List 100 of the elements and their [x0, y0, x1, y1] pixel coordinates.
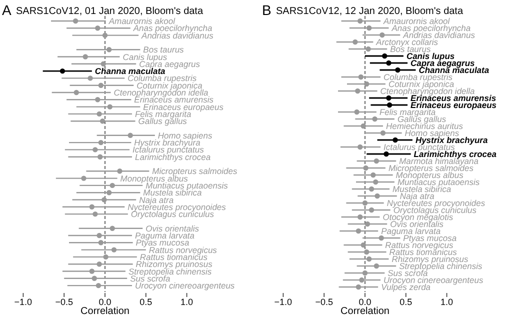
point	[357, 144, 363, 150]
y-tick-label: Ovis orientalis	[390, 219, 444, 229]
y-tick-label: Micropterus salmoides	[388, 163, 474, 173]
point	[386, 60, 392, 66]
y-tick-label: Amaurornis akool	[108, 16, 176, 26]
text: A	[2, 2, 12, 18]
point	[106, 190, 112, 196]
point	[89, 268, 95, 274]
x-tick-label: 0.0	[358, 297, 372, 307]
x-tick-label: 1.0	[440, 297, 454, 307]
point	[107, 104, 113, 110]
point	[366, 256, 372, 262]
point	[100, 61, 106, 66]
chart-title: SARS1CoV12, 12 Jan 2020, Bloom's data	[276, 6, 464, 17]
point	[89, 204, 95, 210]
point	[102, 32, 108, 38]
point	[368, 207, 374, 213]
y-tick-label: Naja atra	[400, 191, 435, 201]
y-tick-label: Homo sapiens	[404, 128, 460, 138]
point	[372, 116, 378, 122]
point	[92, 147, 98, 152]
point	[364, 81, 370, 87]
point	[95, 26, 100, 31]
y-tick-label: Paguma larvata	[381, 226, 441, 236]
point	[92, 276, 97, 281]
point	[395, 67, 400, 73]
point	[362, 270, 368, 276]
y-tick-label: Muntiacus putaoensis	[397, 177, 480, 187]
point	[92, 211, 98, 217]
point	[357, 214, 363, 220]
point	[364, 221, 370, 227]
y-tick-label: Felis margarita	[379, 107, 436, 117]
point	[98, 82, 104, 88]
y-tick-label: Rhizomys pruinosus	[392, 254, 469, 264]
x-axis-title: Correlation	[340, 306, 390, 317]
point	[366, 46, 371, 52]
y-tick-label: Gallus gallus	[397, 114, 447, 124]
point	[117, 168, 122, 174]
x-tick-label: 0.5	[400, 297, 412, 307]
point	[100, 118, 106, 124]
y-tick-label: Ctenopharyngodon idella	[114, 88, 209, 98]
y-tick-label: Ctenopharyngodon idella	[380, 86, 476, 96]
point	[363, 165, 368, 171]
point	[72, 18, 78, 24]
y-tick-label: Columba rupestris	[384, 72, 454, 82]
point	[88, 76, 93, 81]
point	[82, 54, 88, 60]
point	[362, 200, 368, 206]
point	[102, 197, 107, 202]
chart-title: SARS1CoV12, 01 Jan 2020, Bloom's data	[16, 6, 204, 17]
point	[106, 47, 112, 52]
y-tick-label: Anas poecilorhyncha	[390, 23, 471, 33]
y-tick-label: Hystrix brachyura	[415, 135, 488, 145]
y-tick-label: Andrias davidianus	[402, 30, 476, 40]
point	[384, 151, 389, 157]
y-tick-label: Marmota himalayana	[399, 156, 479, 166]
point	[111, 247, 117, 252]
point	[374, 193, 380, 199]
x-tick-label: 1.0	[180, 297, 194, 307]
y-tick-label: Oryctolagus cuniculus	[130, 209, 215, 220]
y-tick-label: Streptopelia chinensis	[399, 261, 483, 271]
point	[98, 140, 104, 146]
point	[356, 228, 362, 234]
y-tick-label: Erinaceus europaeus	[410, 100, 497, 110]
text: B	[262, 2, 272, 18]
x-axis-title: Correlation	[80, 306, 130, 317]
point	[97, 154, 103, 160]
point	[373, 179, 378, 185]
y-tick-label: Sus scrofa	[388, 268, 428, 278]
y-tick-label: Urocyon cinereoargenteus	[384, 275, 484, 285]
y-tick-label: Gallus gallus	[138, 116, 188, 126]
y-tick-label: Hemiechinus auritus	[386, 121, 464, 131]
y-tick-label: Urocyon cinereoargenteus	[134, 280, 236, 291]
point	[96, 111, 102, 117]
point	[392, 137, 398, 143]
point	[380, 130, 386, 136]
y-tick-label: Coturnix japonica	[388, 79, 454, 89]
point	[74, 90, 79, 96]
point	[359, 277, 364, 283]
point	[96, 262, 102, 267]
point	[370, 172, 376, 178]
y-tick-label: Erinaceus amurensis	[410, 93, 496, 103]
point	[60, 68, 66, 74]
y-tick-label: Rattus tiomanicus	[389, 247, 458, 257]
y-tick-label: Micropterus salmoides	[152, 166, 238, 176]
point	[360, 123, 366, 129]
point	[355, 88, 360, 94]
point	[357, 18, 363, 24]
point	[128, 132, 133, 138]
point	[356, 284, 362, 290]
y-tick-label: Anas poecilorhyncha	[132, 23, 213, 34]
x-tick-label: 0.5	[140, 297, 152, 307]
y-tick-label: Hystrix brachyura	[134, 138, 201, 148]
point	[364, 249, 370, 255]
x-tick-label: −0.5	[55, 297, 73, 307]
point	[110, 182, 115, 188]
point	[103, 254, 108, 260]
point	[380, 32, 385, 38]
point	[354, 109, 360, 115]
y-tick-label: Larimichthys crocea	[414, 149, 497, 159]
